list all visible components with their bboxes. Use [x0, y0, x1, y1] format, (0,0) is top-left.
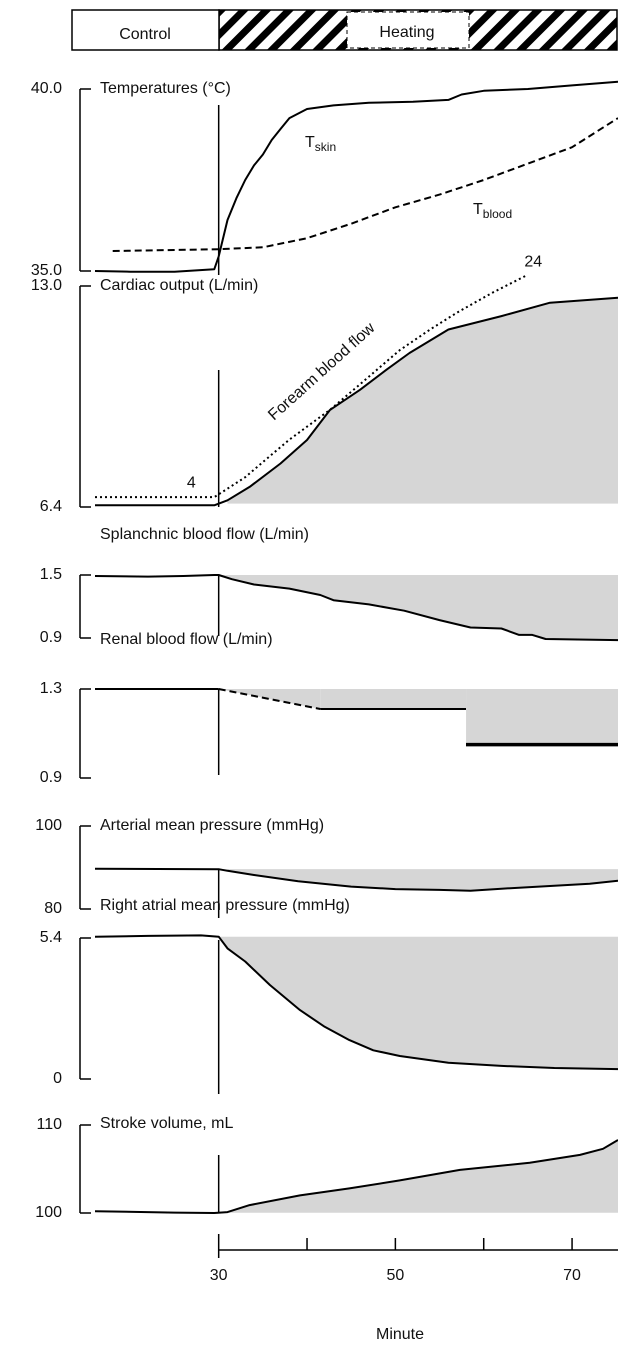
panel: Right atrial mean pressure (mmHg) 5.4 0: [40, 897, 618, 1094]
panel-title: Arterial mean pressure (mmHg): [100, 817, 324, 834]
y-tick-label: 0.9: [40, 629, 62, 646]
panel-title: Stroke volume, mL: [100, 1115, 233, 1132]
panel: Renal blood flow (L/min) 1.3 0.9: [40, 631, 618, 786]
change-area: [466, 689, 618, 745]
series-label: Tskin: [305, 134, 336, 154]
series-line: [94, 574, 618, 642]
series-line: [95, 275, 526, 499]
control-label: Control: [119, 26, 171, 43]
series-label-main: T: [305, 134, 315, 151]
value-label: 24: [524, 253, 542, 270]
change-area: [218, 869, 618, 891]
change-area: [320, 689, 467, 710]
panel: Cardiac output (L/min)13.06.4424Forearm …: [31, 253, 618, 515]
series-line: [94, 934, 618, 1071]
y-tick-label: 35.0: [31, 262, 62, 279]
change-area: [218, 936, 618, 1070]
series-line: [94, 80, 618, 273]
panel: Splanchnic blood flow (L/min) 1.5 0.9: [40, 526, 618, 646]
y-tick-label: 1.5: [40, 566, 62, 583]
y-tick-label: 0.9: [40, 769, 62, 786]
y-tick-label: 0: [53, 1070, 62, 1087]
panel-title: Splanchnic blood flow (L/min): [100, 526, 309, 543]
value-label: 4: [187, 474, 196, 491]
panel-title: Right atrial mean pressure (mmHg): [100, 897, 350, 914]
y-tick-label: 100: [35, 1204, 62, 1221]
series-label-sub: blood: [483, 207, 512, 221]
y-tick-label: 6.4: [40, 498, 62, 515]
panel-title: Renal blood flow (L/min): [100, 631, 273, 648]
y-tick-label: 1.3: [40, 680, 62, 697]
panel-title: Temperatures (°C): [100, 80, 231, 97]
series-line: [218, 688, 321, 710]
series-label-main: T: [473, 201, 483, 218]
x-axis-title: Minute: [376, 1326, 424, 1343]
change-area: [227, 1139, 618, 1213]
series-line: [95, 296, 618, 507]
heating-label-box: [346, 11, 470, 49]
panel-title: Cardiac output (L/min): [100, 277, 258, 294]
change-area: [218, 575, 618, 641]
y-tick-label: 5.4: [40, 929, 62, 946]
control-zone: [71, 9, 220, 51]
x-tick-label: 50: [386, 1267, 404, 1284]
condition-bar: Control Heating: [71, 9, 618, 51]
x-tick-label: 70: [563, 1267, 581, 1284]
y-tick-label: 80: [44, 900, 62, 917]
y-tick-label: 13.0: [31, 277, 62, 294]
x-tick-label: 30: [210, 1267, 228, 1284]
series-label-sub: skin: [315, 140, 336, 154]
series-line: [94, 1139, 618, 1214]
change-area: [227, 297, 618, 504]
panel: Stroke volume, mL 110 100: [35, 1115, 618, 1221]
y-tick-label: 40.0: [31, 80, 62, 97]
panel: Arterial mean pressure (mmHg) 100 80: [35, 817, 618, 918]
y-tick-label: 100: [35, 817, 62, 834]
series-line: [94, 867, 618, 892]
series-line: [112, 117, 618, 252]
y-tick-label: 110: [36, 1116, 62, 1133]
series-label: Tblood: [473, 201, 512, 221]
heating-label: Heating: [379, 24, 434, 41]
